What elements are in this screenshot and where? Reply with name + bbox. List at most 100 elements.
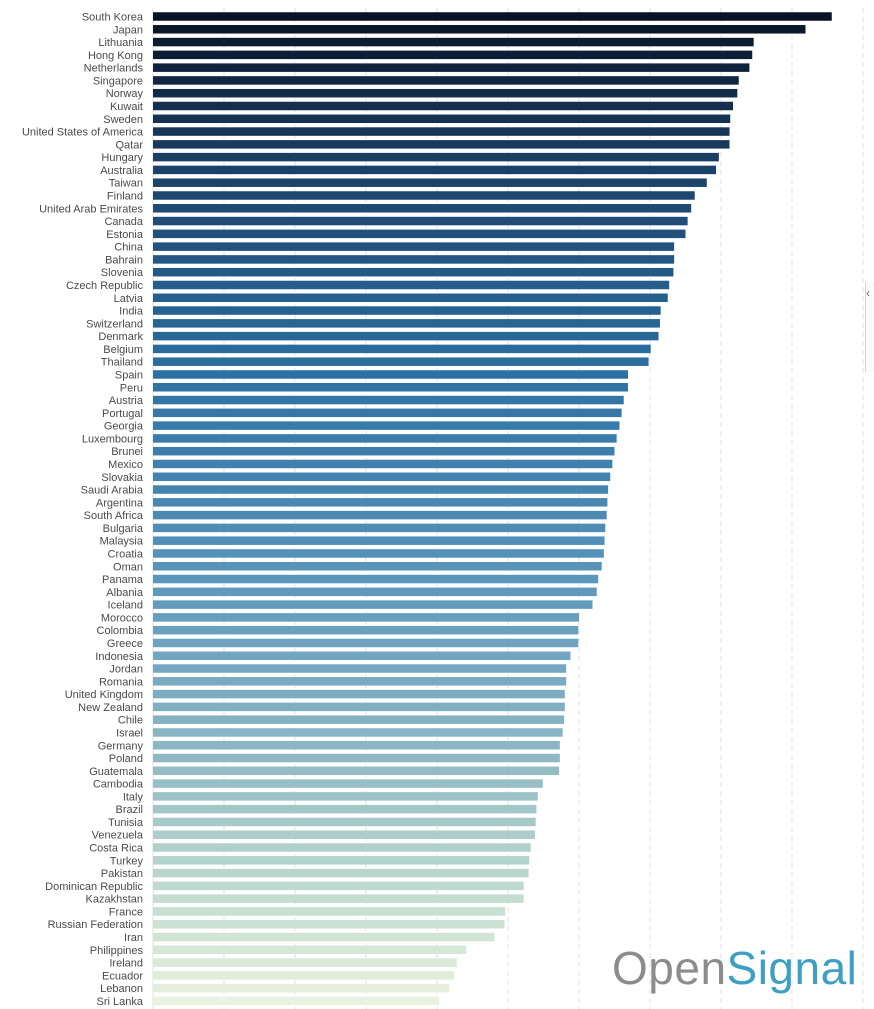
- category-label: Slovakia: [101, 472, 143, 484]
- logo-text-signal: Signal: [726, 942, 858, 994]
- category-label: Austria: [109, 395, 144, 407]
- category-label: India: [119, 306, 144, 318]
- bar: [153, 216, 688, 226]
- category-label: Brazil: [115, 804, 143, 816]
- category-label: Lebanon: [100, 983, 143, 995]
- bar: [153, 779, 543, 788]
- bar: [153, 613, 579, 622]
- bar: [153, 114, 731, 124]
- bar: [153, 728, 563, 737]
- category-label: Malaysia: [100, 536, 144, 548]
- bar: [153, 932, 495, 942]
- side-panel-toggle[interactable]: ‹: [865, 282, 874, 372]
- category-label: Panama: [102, 574, 144, 586]
- bar: [153, 229, 686, 239]
- category-label: Greece: [107, 638, 143, 650]
- bar: [153, 395, 624, 405]
- bar: [153, 370, 628, 379]
- bar: [153, 37, 754, 47]
- category-label: Israel: [116, 727, 143, 739]
- category-label: Lithuania: [98, 37, 144, 49]
- category-label: Bahrain: [105, 254, 143, 266]
- bar: [153, 651, 571, 660]
- bar: [153, 945, 467, 955]
- bar: [153, 536, 605, 545]
- bar: [153, 408, 622, 418]
- bar: [153, 63, 750, 72]
- category-label: South Africa: [84, 510, 144, 522]
- category-label: Slovenia: [101, 267, 144, 279]
- category-label: Mexico: [108, 459, 143, 471]
- category-label: Norway: [106, 88, 144, 100]
- bar: [153, 357, 649, 366]
- bar: [153, 280, 670, 290]
- category-label: Bulgaria: [103, 523, 144, 535]
- bar: [153, 868, 529, 878]
- category-label: Spain: [115, 369, 143, 381]
- category-label: Peru: [120, 382, 143, 394]
- category-label: Croatia: [108, 548, 144, 560]
- bar: [153, 804, 537, 814]
- category-label: Iran: [124, 932, 143, 944]
- opensignal-logo: OpenSignal: [612, 938, 857, 998]
- bar: [153, 523, 606, 533]
- bar: [153, 88, 738, 98]
- bar: [153, 434, 617, 443]
- bar: [153, 446, 615, 456]
- bar: [153, 331, 659, 341]
- bar: [153, 677, 567, 686]
- category-label: Italy: [123, 791, 144, 803]
- bar: [153, 510, 607, 520]
- category-label: Czech Republic: [66, 280, 144, 292]
- category-label: Estonia: [106, 229, 144, 241]
- category-label: Sri Lanka: [97, 996, 144, 1008]
- bar: [153, 255, 675, 264]
- category-label: China: [114, 242, 144, 254]
- category-label: Georgia: [104, 421, 144, 433]
- bar: [153, 689, 565, 699]
- bar: [153, 919, 505, 929]
- category-label: Latvia: [114, 293, 144, 305]
- category-label: Russian Federation: [48, 919, 143, 931]
- bar: [153, 958, 457, 967]
- bar: [153, 165, 717, 175]
- bar: [153, 856, 530, 865]
- bar: [153, 574, 599, 584]
- category-label: Poland: [109, 753, 143, 765]
- chevron-left-icon[interactable]: ‹: [866, 286, 870, 300]
- bar: [153, 549, 604, 558]
- category-label: Brunei: [111, 446, 143, 458]
- category-label: France: [109, 906, 143, 918]
- bar: [153, 191, 695, 200]
- bar: [153, 178, 707, 187]
- bar: [153, 472, 611, 482]
- bar: [153, 702, 565, 712]
- category-label: Chile: [118, 715, 143, 727]
- category-label: Jordan: [109, 664, 143, 676]
- category-label: Oman: [113, 561, 143, 573]
- category-label: Morocco: [101, 612, 143, 624]
- category-label: Denmark: [98, 331, 143, 343]
- category-label: Guatemala: [89, 766, 144, 778]
- bar: [153, 140, 730, 149]
- bar: [153, 293, 668, 303]
- category-label: Switzerland: [86, 318, 143, 330]
- bar: [153, 983, 450, 993]
- category-label: Thailand: [101, 357, 143, 369]
- bar: [153, 600, 593, 609]
- bar: [153, 101, 734, 111]
- category-label: Costa Rica: [89, 843, 144, 855]
- bar: [153, 25, 806, 34]
- bar: [153, 625, 579, 635]
- category-label: Colombia: [97, 625, 144, 637]
- bar: [153, 753, 560, 763]
- category-label: Kuwait: [110, 101, 143, 113]
- bar: [153, 421, 620, 430]
- category-label: Germany: [98, 740, 144, 752]
- bar: [153, 587, 597, 597]
- bar: [153, 741, 560, 750]
- category-label: Belgium: [103, 344, 143, 356]
- bar: [153, 344, 651, 354]
- bar: [153, 383, 628, 392]
- grid-lines: [152, 8, 864, 1009]
